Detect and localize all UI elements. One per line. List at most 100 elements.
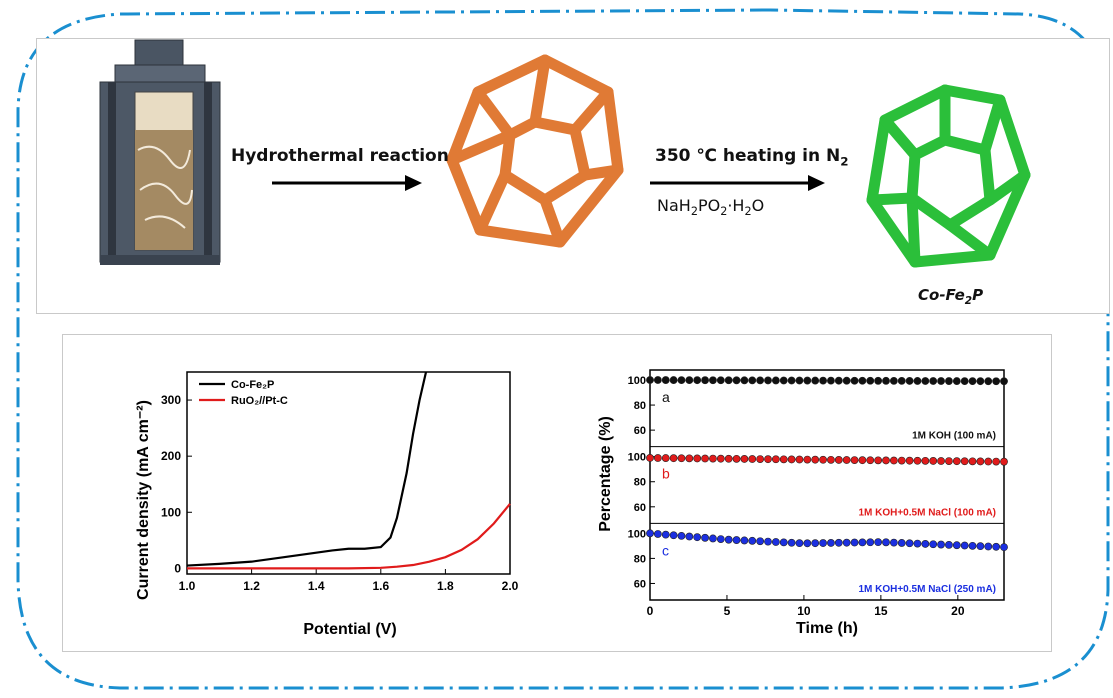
stab-point xyxy=(1000,543,1008,552)
stab-point xyxy=(945,540,953,549)
stab-point xyxy=(764,537,772,546)
stab-point xyxy=(827,376,835,385)
stab-point xyxy=(897,539,906,547)
stab-panel-letter: b xyxy=(662,466,670,482)
stab-point xyxy=(653,530,662,538)
stab-point xyxy=(921,456,930,465)
stab-ytick-label: 100 xyxy=(628,452,646,464)
stab-point xyxy=(842,456,851,464)
stab-point xyxy=(1000,457,1008,466)
stab-point xyxy=(787,538,796,547)
stab-point xyxy=(827,455,835,464)
stab-ytick-label: 80 xyxy=(634,477,646,489)
stab-xtick-label: 20 xyxy=(951,604,965,618)
lsv-ytick-label: 100 xyxy=(161,505,181,519)
stab-point xyxy=(834,456,843,464)
arrow-2-icon xyxy=(650,175,825,191)
lsv-ylabel: Current density (mA cm⁻²) xyxy=(135,400,152,600)
stab-xtick-label: 5 xyxy=(724,604,731,618)
stab-point xyxy=(661,376,670,384)
stab-point xyxy=(834,538,843,547)
stab-panel-label: 1M KOH+0.5M NaCl (250 mA) xyxy=(858,584,996,595)
lsv-plot-frame xyxy=(186,371,511,575)
stab-point xyxy=(976,457,985,466)
stab-point xyxy=(968,377,977,386)
stab-point xyxy=(858,538,867,547)
lsv-xtick-label: 1.6 xyxy=(372,579,389,593)
stab-ytick-label: 100 xyxy=(628,375,646,387)
stab-point xyxy=(937,540,945,549)
stab-point xyxy=(693,533,702,542)
stab-point xyxy=(787,376,796,385)
stab-point xyxy=(850,376,859,385)
stab-ytick-label: 60 xyxy=(634,425,646,437)
stab-point xyxy=(756,537,765,546)
product-label: Co-Fe2P xyxy=(918,286,984,307)
stab-point xyxy=(764,455,772,464)
stab-point xyxy=(937,457,945,465)
stab-point xyxy=(866,538,875,547)
stab-point xyxy=(929,540,938,549)
stab-xtick-label: 10 xyxy=(797,604,811,618)
stab-point xyxy=(646,529,654,538)
stab-point xyxy=(740,455,749,463)
arrow-1-icon xyxy=(272,175,422,191)
stab-point xyxy=(921,540,930,548)
stab-ytick-label: 60 xyxy=(634,578,646,590)
stab-point xyxy=(889,376,898,385)
stab-point xyxy=(858,376,867,385)
autoclave-icon xyxy=(99,39,221,265)
stab-point xyxy=(771,455,780,464)
stab-point xyxy=(653,376,662,384)
stab-point xyxy=(992,457,1001,466)
stab-point xyxy=(748,376,757,385)
stab-point xyxy=(889,538,898,547)
stab-point xyxy=(756,376,765,385)
stab-point xyxy=(897,376,906,385)
lsv-xtick-label: 1.8 xyxy=(437,579,454,593)
performance-panel xyxy=(62,334,1052,652)
stab-point xyxy=(882,376,890,385)
stab-point xyxy=(992,542,1001,551)
lsv-xtick-label: 1.4 xyxy=(308,579,325,593)
stab-point xyxy=(811,455,820,464)
stab-point xyxy=(669,454,678,463)
stab-panel-label: 1M KOH+0.5M NaCl (100 mA) xyxy=(858,507,996,518)
stab-point xyxy=(952,541,961,550)
stab-point xyxy=(921,377,930,385)
stab-point xyxy=(866,456,875,465)
precursor-cage-icon xyxy=(446,54,624,248)
stab-ytick-label: 60 xyxy=(634,502,646,514)
stab-point xyxy=(740,536,749,545)
stab-point xyxy=(685,532,694,541)
lsv-xtick-label: 1.2 xyxy=(243,579,260,593)
stab-point xyxy=(945,377,953,385)
stab-point xyxy=(897,456,906,465)
stab-point xyxy=(882,456,890,465)
stab-point xyxy=(661,530,670,539)
lsv-xtick-label: 1.0 xyxy=(179,579,196,593)
stab-point xyxy=(984,377,993,386)
step1-label: Hydrothermal reaction xyxy=(231,146,449,166)
stab-point xyxy=(905,456,914,465)
step2-reagent: NaH2PO2·H2O xyxy=(657,196,765,219)
stab-point xyxy=(669,376,678,384)
stab-point xyxy=(748,536,757,545)
stab-point xyxy=(819,455,827,464)
lsv-series-line xyxy=(187,503,511,570)
stab-ytick-label: 80 xyxy=(634,553,646,565)
stab-panel-label: 1M KOH (100 mA) xyxy=(912,431,996,442)
stab-point xyxy=(968,457,977,466)
stab-point xyxy=(858,456,867,465)
stab-point xyxy=(984,542,993,551)
stab-point xyxy=(661,454,670,462)
stab-point xyxy=(976,542,985,551)
stab-point xyxy=(976,377,985,386)
stab-point xyxy=(952,377,961,385)
stab-point xyxy=(709,454,717,463)
stab-point xyxy=(779,455,788,464)
stab-point xyxy=(834,376,843,385)
stab-xtick-label: 0 xyxy=(647,604,654,618)
lsv-xlabel: Potential (V) xyxy=(303,621,396,638)
stab-point xyxy=(701,376,709,385)
